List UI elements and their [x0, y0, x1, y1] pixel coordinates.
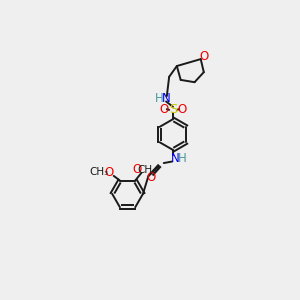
Text: H: H: [178, 152, 187, 165]
Text: H: H: [155, 92, 164, 105]
Text: O: O: [199, 50, 208, 63]
Text: O: O: [132, 163, 141, 176]
Text: O: O: [104, 166, 114, 178]
Text: O: O: [146, 171, 155, 184]
Text: CH₃: CH₃: [137, 165, 156, 175]
Text: O: O: [178, 103, 187, 116]
Text: O: O: [159, 103, 168, 116]
Text: S: S: [169, 103, 177, 116]
Text: N: N: [171, 152, 180, 165]
Text: N: N: [162, 92, 170, 105]
Text: CH₃: CH₃: [89, 167, 109, 177]
